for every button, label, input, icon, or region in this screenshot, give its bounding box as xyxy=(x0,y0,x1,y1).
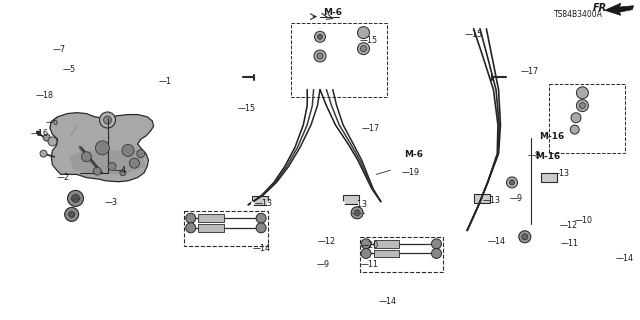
Circle shape xyxy=(122,144,134,156)
Circle shape xyxy=(354,210,360,216)
FancyBboxPatch shape xyxy=(474,194,490,203)
Text: M-6: M-6 xyxy=(404,150,424,159)
Text: —15: —15 xyxy=(465,30,483,39)
FancyBboxPatch shape xyxy=(541,173,557,182)
Text: FR.: FR. xyxy=(593,3,611,13)
Circle shape xyxy=(351,207,363,219)
Circle shape xyxy=(186,223,196,233)
Circle shape xyxy=(506,177,518,188)
Bar xyxy=(360,237,443,272)
Text: —12: —12 xyxy=(560,221,578,230)
Circle shape xyxy=(431,239,442,249)
Text: —6: —6 xyxy=(46,118,59,127)
Text: —18: —18 xyxy=(35,91,53,100)
Text: —11: —11 xyxy=(361,260,379,269)
Text: —13: —13 xyxy=(255,199,273,208)
Text: —17: —17 xyxy=(362,124,380,133)
Text: —5: —5 xyxy=(63,65,76,74)
Circle shape xyxy=(68,212,75,217)
Ellipse shape xyxy=(108,131,120,147)
Text: TS84B3400A: TS84B3400A xyxy=(554,10,602,19)
Text: —17: —17 xyxy=(521,67,539,76)
Circle shape xyxy=(65,207,79,221)
Circle shape xyxy=(358,27,369,39)
Circle shape xyxy=(40,150,47,157)
Circle shape xyxy=(186,213,196,223)
Text: —12: —12 xyxy=(317,237,335,246)
Circle shape xyxy=(44,134,50,141)
Circle shape xyxy=(317,53,323,59)
Circle shape xyxy=(570,125,579,134)
Text: —8: —8 xyxy=(527,151,540,160)
Circle shape xyxy=(431,248,442,259)
Text: —14: —14 xyxy=(488,237,506,246)
Text: —20: —20 xyxy=(361,241,379,250)
Circle shape xyxy=(104,116,111,124)
Circle shape xyxy=(93,167,101,175)
Circle shape xyxy=(129,158,140,168)
Text: —14: —14 xyxy=(378,297,396,306)
Text: —13: —13 xyxy=(552,169,570,178)
Circle shape xyxy=(81,152,92,162)
Circle shape xyxy=(256,223,266,233)
Text: —13: —13 xyxy=(350,200,368,209)
Circle shape xyxy=(571,113,581,123)
Text: —14: —14 xyxy=(616,254,634,263)
Circle shape xyxy=(361,239,371,249)
Bar xyxy=(198,224,224,232)
Text: —9: —9 xyxy=(509,194,523,203)
FancyBboxPatch shape xyxy=(343,195,359,204)
Circle shape xyxy=(360,46,367,52)
Text: —1: —1 xyxy=(159,77,172,86)
Text: —15: —15 xyxy=(360,36,378,45)
Text: —2: —2 xyxy=(56,173,70,182)
Text: M-16: M-16 xyxy=(535,152,560,161)
Circle shape xyxy=(95,141,109,155)
Circle shape xyxy=(256,213,266,223)
Text: —9: —9 xyxy=(316,260,330,269)
Circle shape xyxy=(108,163,116,171)
Text: —10: —10 xyxy=(575,216,593,225)
Text: M-6: M-6 xyxy=(323,8,342,17)
Text: —7: —7 xyxy=(52,45,66,54)
Bar xyxy=(198,214,224,222)
Circle shape xyxy=(120,170,126,176)
Bar xyxy=(291,23,387,97)
Bar xyxy=(184,211,268,246)
Circle shape xyxy=(137,150,145,158)
Circle shape xyxy=(509,180,515,185)
Text: —19: —19 xyxy=(402,168,420,177)
Text: —13: —13 xyxy=(483,196,500,204)
Polygon shape xyxy=(62,118,85,149)
Circle shape xyxy=(519,231,531,243)
Text: —3: —3 xyxy=(104,198,117,207)
Text: —15: —15 xyxy=(238,104,256,113)
Polygon shape xyxy=(69,150,146,174)
Circle shape xyxy=(579,103,586,108)
Circle shape xyxy=(72,195,79,203)
Text: —16: —16 xyxy=(31,129,49,138)
Text: —14: —14 xyxy=(252,244,270,253)
Circle shape xyxy=(314,31,326,42)
Circle shape xyxy=(361,248,371,259)
Circle shape xyxy=(358,43,369,55)
Circle shape xyxy=(100,112,116,128)
Text: —11: —11 xyxy=(561,239,579,248)
Polygon shape xyxy=(50,113,154,182)
Text: M-16: M-16 xyxy=(540,132,564,140)
Circle shape xyxy=(314,50,326,62)
Circle shape xyxy=(522,234,528,240)
Bar xyxy=(374,240,399,248)
Circle shape xyxy=(577,87,588,99)
Polygon shape xyxy=(605,3,634,15)
Circle shape xyxy=(68,190,83,206)
Bar xyxy=(374,250,399,257)
Circle shape xyxy=(317,34,323,39)
Circle shape xyxy=(577,100,588,112)
Bar xyxy=(549,84,625,153)
FancyBboxPatch shape xyxy=(252,196,268,205)
Text: —4: —4 xyxy=(114,166,127,175)
Circle shape xyxy=(48,137,57,146)
